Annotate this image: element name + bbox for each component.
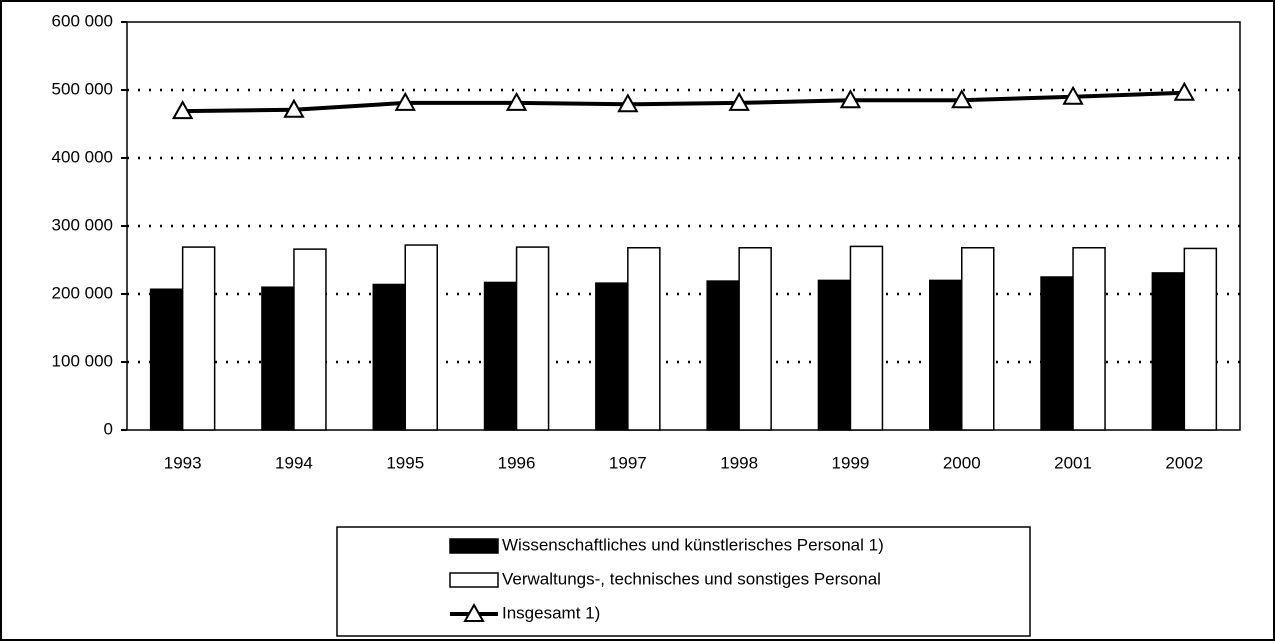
bar xyxy=(149,288,184,431)
bar xyxy=(404,244,438,431)
line-marker xyxy=(283,98,305,118)
x-tick-label: 1996 xyxy=(498,453,536,472)
line-marker xyxy=(394,91,416,111)
bar xyxy=(817,279,852,431)
x-tick-label: 2002 xyxy=(1165,453,1203,472)
line-marker xyxy=(171,100,194,120)
bar xyxy=(595,282,629,431)
x-tick-label: 1997 xyxy=(609,453,647,472)
bar xyxy=(181,246,216,431)
bar xyxy=(627,247,661,431)
line xyxy=(182,90,1185,114)
line-marker xyxy=(839,89,862,109)
bar xyxy=(515,246,550,431)
line-marker xyxy=(951,89,973,109)
bar xyxy=(1040,276,1074,431)
line-marker xyxy=(728,91,750,111)
y-tick-label: 600 000 xyxy=(52,11,113,30)
bar xyxy=(293,248,327,431)
legend-label: Verwaltungs-, technisches und sonstiges … xyxy=(502,569,881,588)
y-tick-label: 200 000 xyxy=(52,283,113,302)
legend-swatch xyxy=(463,602,485,622)
y-tick-label: 400 000 xyxy=(52,147,113,166)
y-tick-label: 0 xyxy=(104,419,113,438)
x-tick-label: 1999 xyxy=(832,453,870,472)
bar xyxy=(738,247,772,431)
x-tick-label: 1995 xyxy=(386,453,424,472)
x-tick-label: 1994 xyxy=(275,453,313,472)
x-tick-label: 1998 xyxy=(720,453,758,472)
bar xyxy=(849,245,884,431)
line-marker xyxy=(1062,85,1084,105)
x-tick-label: 2000 xyxy=(943,453,981,472)
bar xyxy=(706,280,740,431)
y-tick-label: 500 000 xyxy=(52,79,113,98)
bar xyxy=(929,279,963,431)
bar xyxy=(1183,247,1218,431)
legend-swatch xyxy=(449,572,499,588)
line-marker xyxy=(1173,81,1196,101)
x-tick-label: 2001 xyxy=(1054,453,1092,472)
bar xyxy=(1072,247,1106,431)
y-tick-label: 100 000 xyxy=(52,351,113,370)
plot-area xyxy=(126,21,1241,431)
bar xyxy=(1151,272,1186,431)
bar xyxy=(261,286,295,431)
y-tick-label: 300 000 xyxy=(52,215,113,234)
legend-swatch xyxy=(449,538,499,554)
line-marker xyxy=(617,93,639,113)
bar xyxy=(372,283,406,431)
line-marker xyxy=(505,91,528,111)
legend-label: Wissenschaftliches und künstlerisches Pe… xyxy=(502,535,884,554)
legend-label: Insgesamt 1) xyxy=(502,603,600,622)
x-tick-label: 1993 xyxy=(164,453,202,472)
bar xyxy=(961,247,995,431)
bar xyxy=(483,281,518,431)
